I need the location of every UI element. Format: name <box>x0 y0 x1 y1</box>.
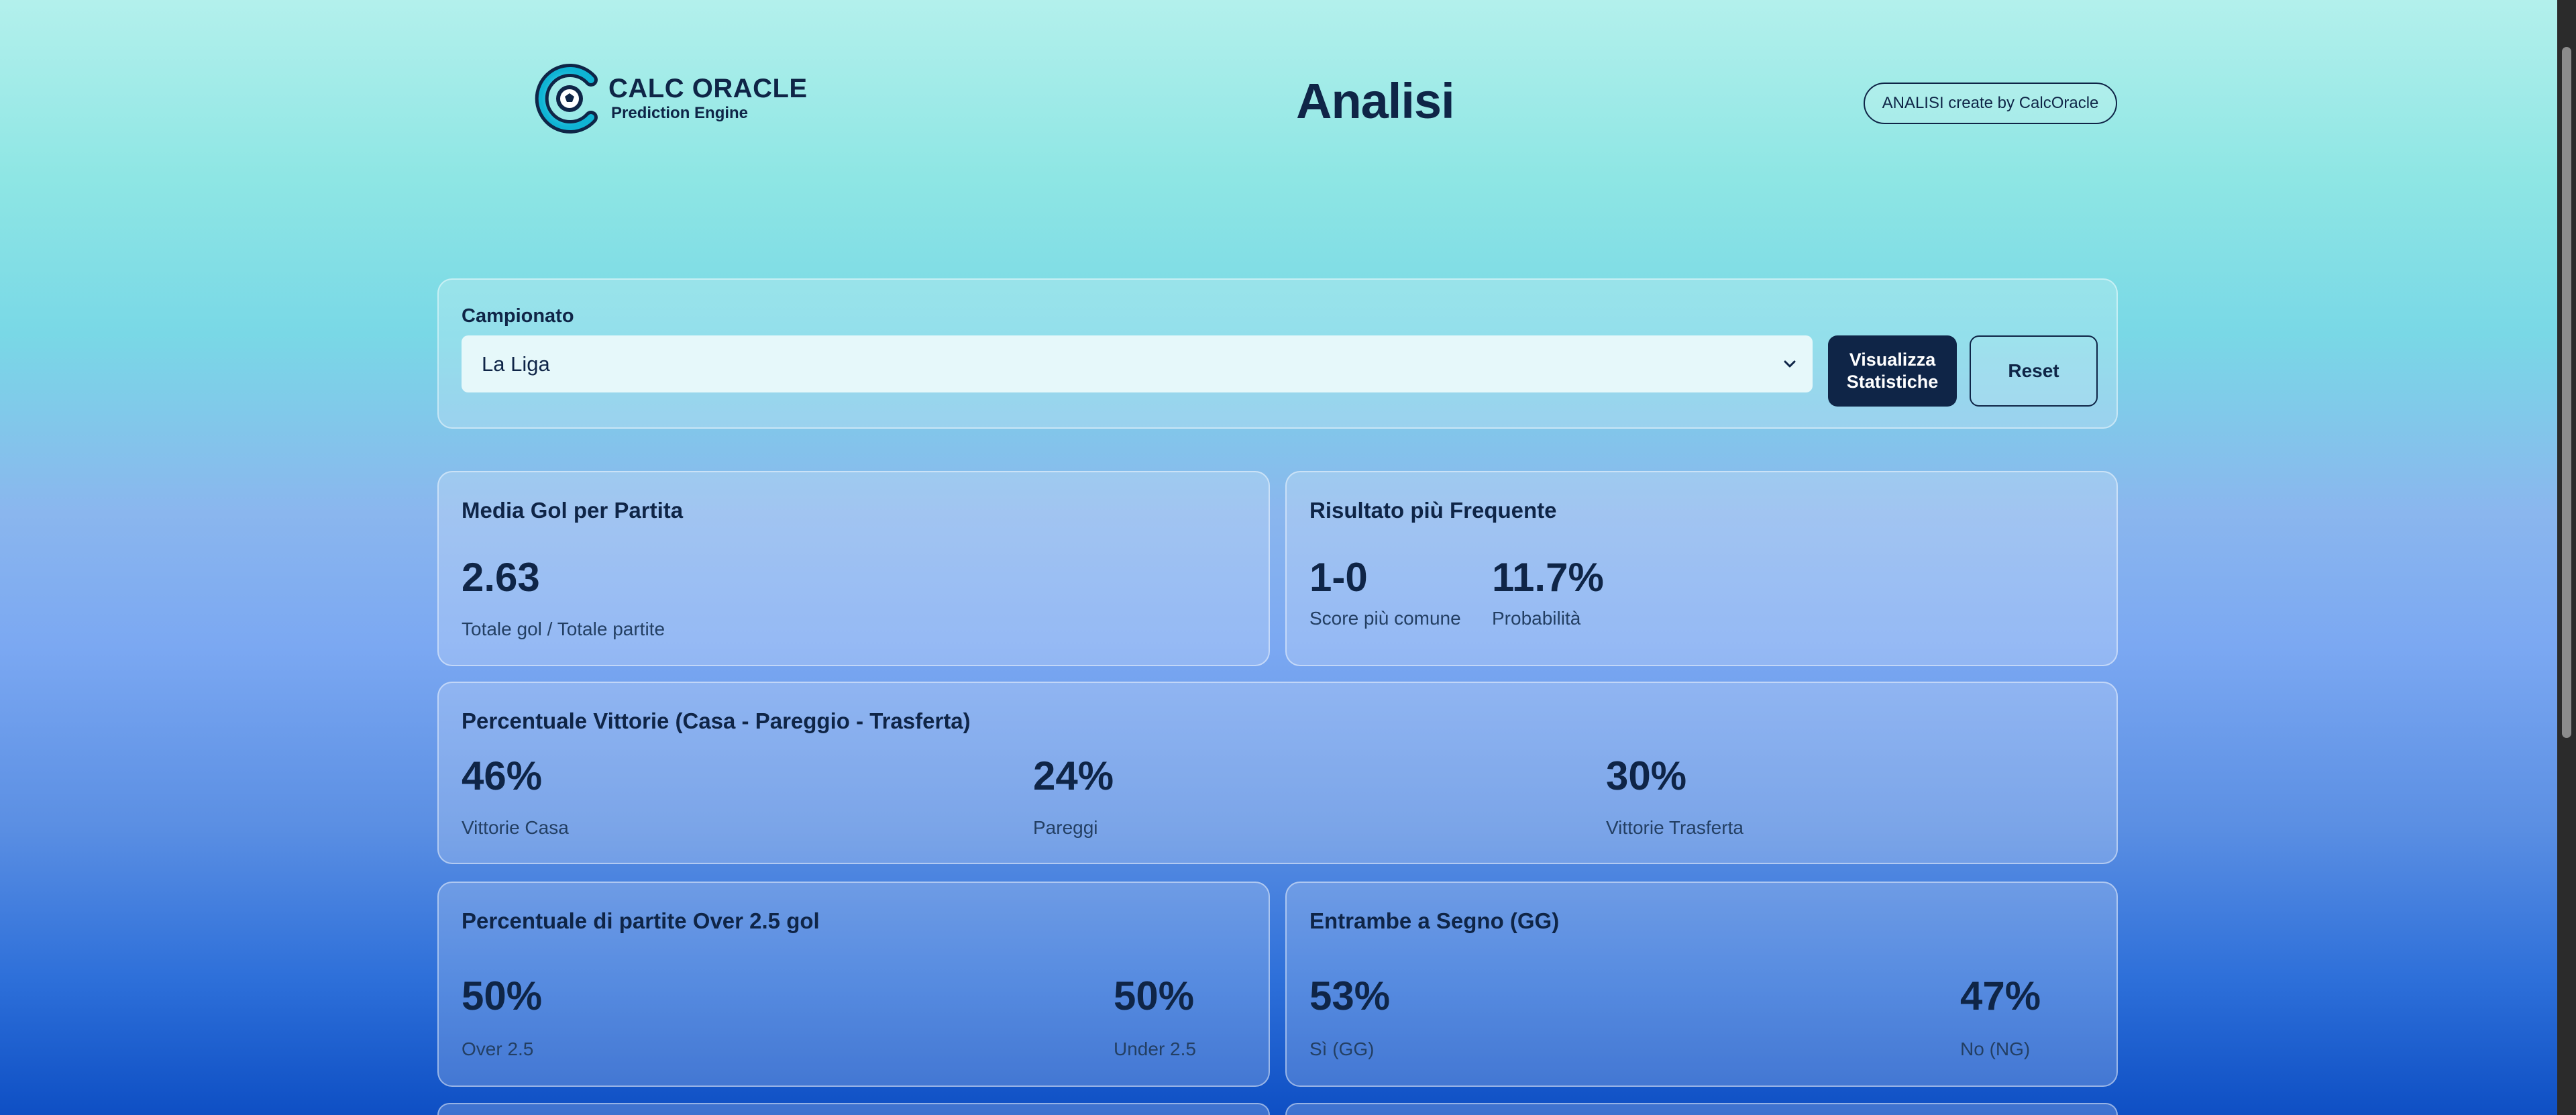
frequent-score-value: 1-0 <box>1309 555 1368 600</box>
scrollbar-thumb[interactable] <box>2562 47 2571 738</box>
page-title: Analisi <box>1296 73 1455 129</box>
card-title: Percentuale Vittorie (Casa - Pareggio - … <box>462 708 971 733</box>
away-win-caption: Vittorie Trasferta <box>1606 817 1743 838</box>
home-win-caption: Vittorie Casa <box>462 817 569 838</box>
over-value: 50% <box>462 973 543 1018</box>
card-title: Entrambe a Segno (GG) <box>1309 908 1560 933</box>
credit-badge-button[interactable]: ANALISI create by CalcOracle <box>1864 83 2117 124</box>
view-stats-button[interactable]: Visualizza Statistiche <box>1828 335 1957 407</box>
btts-card: Entrambe a Segno (GG) 53% Sì (GG) 47% No… <box>1285 882 2118 1087</box>
draw-caption: Pareggi <box>1033 817 1098 838</box>
league-select-value: La Liga <box>482 352 550 376</box>
btts-no-caption: No (NG) <box>1960 1039 2031 1059</box>
league-label: Campionato <box>462 305 574 327</box>
over-caption: Over 2.5 <box>462 1039 534 1059</box>
home-win-value: 46% <box>462 753 543 798</box>
card-title: Media Gol per Partita <box>462 498 684 523</box>
avg-goals-card: Media Gol per Partita 2.63 Totale gol / … <box>437 471 1270 666</box>
card-title: Percentuale di partite Over 2.5 gol <box>462 908 820 933</box>
away-win-value: 30% <box>1606 753 1687 798</box>
draw-value: 24% <box>1033 753 1114 798</box>
frequent-probability-value: 11.7% <box>1492 555 1604 600</box>
over-under-card: Percentuale di partite Over 2.5 gol 50% … <box>437 882 1270 1087</box>
logo-title: CALC ORACLE <box>608 74 808 103</box>
btts-yes-value: 53% <box>1309 973 1391 1018</box>
avg-goals-value: 2.63 <box>462 555 540 600</box>
frequent-probability-caption: Probabilità <box>1492 608 1581 629</box>
frequent-result-card: Risultato più Frequente 1-0 Score più co… <box>1285 471 2118 666</box>
btts-yes-caption: Sì (GG) <box>1309 1039 1375 1059</box>
filter-panel: Campionato La Liga Visualizza Statistich… <box>437 278 2118 429</box>
reset-button[interactable]: Reset <box>1970 335 2098 407</box>
next-card-right <box>1285 1103 2118 1115</box>
league-select[interactable]: La Liga <box>462 335 1813 392</box>
chevron-down-icon <box>1780 354 1799 373</box>
soccer-ball-logo-icon <box>533 62 606 135</box>
avg-goals-caption: Totale gol / Totale partite <box>462 619 665 639</box>
logo-subtitle: Prediction Engine <box>611 104 749 122</box>
win-percentage-card: Percentuale Vittorie (Casa - Pareggio - … <box>437 682 2118 864</box>
page-scrollbar[interactable] <box>2557 0 2576 1115</box>
logo[interactable]: CALC ORACLE Prediction Engine <box>533 62 808 136</box>
under-caption: Under 2.5 <box>1114 1039 1196 1059</box>
next-card-left <box>437 1103 1270 1115</box>
card-title: Risultato più Frequente <box>1309 498 1557 523</box>
frequent-score-caption: Score più comune <box>1309 608 1461 629</box>
under-value: 50% <box>1114 973 1195 1018</box>
btts-no-value: 47% <box>1960 973 2041 1018</box>
